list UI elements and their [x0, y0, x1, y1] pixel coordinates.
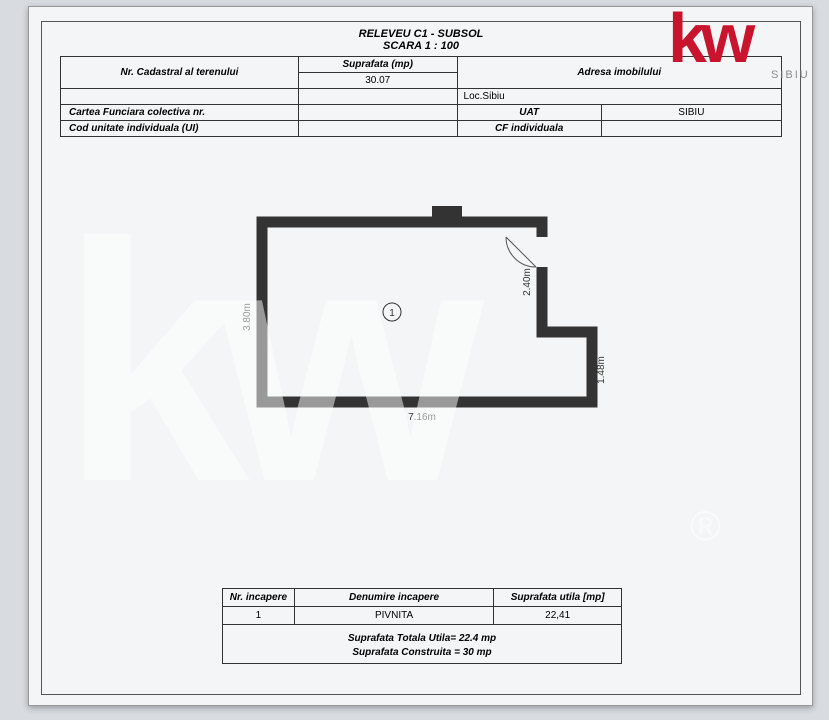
- hdr2-r2-label: Cod unitate individuala (UI): [61, 121, 299, 137]
- dim-top-right: 2.40m: [522, 268, 533, 296]
- dim-left: 3.80m: [242, 303, 253, 331]
- logo-text: kw: [668, 0, 756, 77]
- room-nr: 1: [223, 607, 295, 625]
- wall-protrusion: [432, 206, 462, 226]
- hdr2-r2-c2: CF individuala: [457, 121, 601, 137]
- kw-logo: kw SIBIU: [663, 0, 823, 95]
- rooms-h1: Nr. incapere: [223, 589, 295, 607]
- header-table-2: Cartea Funciara colectiva nr. UAT SIBIU …: [60, 104, 782, 137]
- document-page: RELEVEU C1 - SUBSOL SCARA 1 : 100 Nr. Ca…: [28, 6, 813, 706]
- floorplan-area: 1 3.80m 2.40m 1.48m 7.16m: [42, 142, 802, 522]
- door-opening: [536, 237, 548, 267]
- room-area: 22,41: [494, 607, 622, 625]
- hdr1-col2: Suprafata (mp): [298, 57, 457, 73]
- summary-block: Suprafata Totala Utila= 22.4 mp Suprafat…: [229, 628, 615, 660]
- hdr2-r2-c3: [601, 121, 781, 137]
- hdr1-surface: 30.07: [298, 73, 457, 89]
- hdr2-r1-label: Cartea Funciara colectiva nr.: [61, 105, 299, 121]
- hdr1-col1: Nr. Cadastral al terenului: [61, 57, 299, 89]
- summary-line2: Suprafata Construita = 30 mp: [229, 646, 615, 660]
- dim-bottom-right: 1.48m: [596, 356, 607, 384]
- room-marker-number: 1: [389, 308, 395, 319]
- hdr2-r1-c3: SIBIU: [601, 105, 781, 121]
- room-name: PIVNITA: [294, 607, 494, 625]
- floorplan-svg: 1 3.80m 2.40m 1.48m 7.16m: [222, 182, 622, 462]
- rooms-section: Nr. incapere Denumire incapere Suprafata…: [222, 588, 622, 664]
- rooms-h2: Denumire incapere: [294, 589, 494, 607]
- table-row: 1 PIVNITA 22,41: [223, 607, 622, 625]
- hdr2-r1-c2: UAT: [457, 105, 601, 121]
- summary-line1: Suprafata Totala Utila= 22.4 mp: [229, 632, 615, 646]
- rooms-h3: Suprafata utila [mp]: [494, 589, 622, 607]
- dim-bottom: 7.16m: [408, 412, 436, 423]
- rooms-table: Nr. incapere Denumire incapere Suprafata…: [222, 588, 622, 664]
- page-frame: RELEVEU C1 - SUBSOL SCARA 1 : 100 Nr. Ca…: [41, 21, 801, 695]
- logo-subtext: SIBIU: [771, 69, 810, 81]
